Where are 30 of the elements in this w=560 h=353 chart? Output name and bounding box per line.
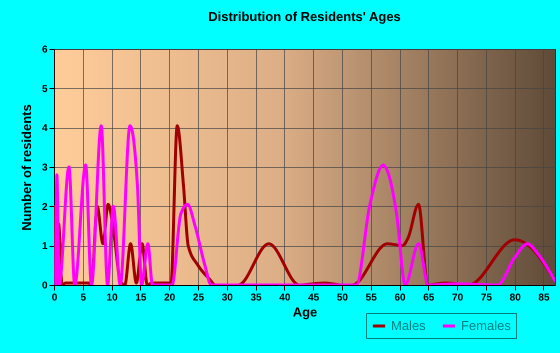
x-tick-label: 35: [250, 292, 262, 304]
x-tick-label: 0: [52, 292, 58, 304]
y-tick-label: 6: [42, 44, 48, 56]
x-tick-label: 50: [336, 292, 348, 304]
chart-title: Distribution of Residents' Ages: [208, 9, 401, 24]
x-tick-label: 10: [106, 292, 118, 304]
legend-label: Males: [391, 318, 426, 333]
y-tick-label: 1: [42, 241, 48, 252]
x-tick-label: 15: [135, 292, 147, 304]
x-axis-title: Age: [292, 304, 318, 320]
x-tick-label: 30: [222, 292, 234, 304]
x-tick-label: 45: [308, 292, 320, 304]
x-tick-label: 75: [480, 292, 492, 304]
y-tick-label: 5: [42, 84, 48, 95]
x-tick-label: 85: [538, 292, 550, 304]
x-tick-label: 20: [164, 292, 176, 304]
y-tick-label: 0: [42, 280, 48, 292]
y-tick-label: 4: [42, 123, 48, 134]
legend-label: Females: [461, 318, 512, 333]
y-tick-label: 2: [42, 202, 48, 213]
y-tick-label: 3: [42, 162, 48, 174]
x-tick-label: 55: [366, 292, 378, 304]
x-tick-label: 80: [510, 292, 522, 304]
x-tick-label: 25: [192, 292, 204, 304]
x-tick-label: 65: [423, 292, 435, 304]
x-tick-label: 70: [452, 292, 464, 304]
x-tick-label: 60: [394, 292, 406, 304]
y-axis-title: Number of residents: [18, 104, 34, 231]
x-tick-label: 40: [279, 292, 291, 304]
x-tick-label: 5: [80, 292, 87, 304]
